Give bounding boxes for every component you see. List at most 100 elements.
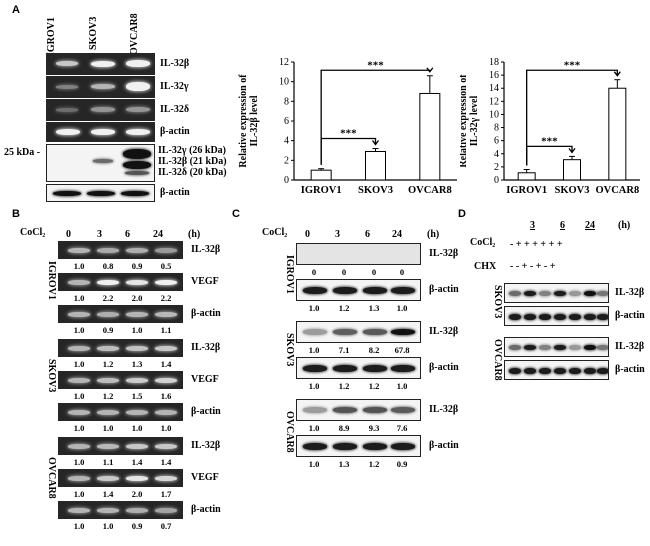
gel-panel-c [296, 243, 421, 265]
cocl2-label: CoCl₂ [262, 227, 288, 238]
gel-panel-b [58, 469, 183, 487]
band [97, 378, 119, 383]
band [509, 368, 521, 374]
x-tick-label: IGROV1 [301, 185, 342, 196]
band [155, 410, 177, 415]
band [68, 476, 90, 481]
y-tick-label: 2 [284, 155, 289, 166]
band [68, 312, 90, 317]
quant-value: 2.2 [102, 293, 114, 303]
gel-label: β-actin [191, 504, 221, 515]
quant-value: 1.0 [73, 457, 85, 467]
gel-label: β-actin [429, 362, 459, 373]
gel-label: β-actin [191, 406, 221, 417]
quant-value: 1.0 [73, 293, 85, 303]
cell-line-label: IGROV1 [46, 261, 57, 300]
band [155, 280, 177, 285]
y-tick-label: 0 [284, 175, 289, 186]
quant-value: 1.0 [308, 423, 320, 433]
band [584, 345, 596, 350]
timepoint: 0 [66, 229, 71, 240]
gel-il32g [46, 76, 155, 98]
x-tick-label: SKOV3 [554, 185, 589, 196]
band [303, 443, 327, 450]
cell-line-label: SKOV3 [492, 285, 503, 319]
gel-label: IL-32β [429, 248, 459, 259]
band [68, 444, 90, 449]
band [155, 378, 177, 383]
band [524, 368, 536, 374]
band [68, 248, 90, 253]
band [524, 345, 536, 350]
quant-value: 1.3 [338, 459, 350, 469]
gel-label: IL-32β [429, 326, 459, 337]
y-axis-label: Relative expression of [460, 74, 469, 168]
band [363, 287, 387, 294]
band [509, 291, 521, 296]
quant-value: 1.2 [338, 303, 350, 313]
band [391, 407, 415, 413]
quant-value: 1.4 [160, 359, 172, 369]
quant-value: 1.0 [73, 325, 85, 335]
western-il32 [46, 144, 155, 182]
band [303, 365, 327, 372]
band [303, 287, 327, 294]
quant-value: 1.0 [73, 261, 85, 271]
y-tick-label: 2 [494, 162, 499, 173]
band [539, 368, 551, 374]
unit-label: (h) [188, 229, 201, 240]
gel-panel-b [58, 273, 183, 291]
quant-value: 1.2 [338, 381, 350, 391]
band [68, 346, 90, 351]
band [155, 476, 177, 481]
cell-line-label: OVCAR8 [46, 457, 57, 499]
significance-label: *** [564, 59, 581, 71]
band [97, 444, 119, 449]
quant-value: 1.0 [308, 459, 320, 469]
quant-value: 1.0 [131, 423, 143, 433]
timepoint: 24 [153, 229, 163, 240]
band [554, 345, 566, 350]
band [363, 407, 387, 413]
significance-label: *** [541, 135, 558, 147]
gel-label: IL-32β [615, 287, 645, 298]
x-tick-label: IGROV1 [506, 185, 547, 196]
timepoint: 6 [560, 220, 565, 231]
y-tick-label: 18 [489, 57, 499, 68]
band [597, 291, 608, 296]
band [155, 444, 177, 449]
cell-line-label: IGROV1 [46, 17, 57, 56]
gel-label: β-actin [615, 310, 645, 321]
y-tick-label: 16 [489, 70, 499, 81]
band [126, 378, 148, 383]
band [539, 345, 551, 350]
band [97, 508, 119, 513]
band [569, 314, 581, 320]
gel-panel-c [296, 435, 421, 457]
quant-value: 1.2 [102, 391, 114, 401]
quant-value: 1.0 [308, 303, 320, 313]
quant-value: 1.0 [73, 423, 85, 433]
significance-bracket [526, 69, 618, 166]
quant-value: 7.1 [338, 345, 350, 355]
significance-arrow [568, 148, 576, 154]
cocl2-signs: - + + + + + + [510, 239, 563, 250]
gel-panel-b [58, 437, 183, 455]
band [333, 443, 357, 450]
western-label: IL-32β (21 kDa) [158, 156, 227, 167]
gel-il32b [46, 53, 155, 75]
timepoint: 6 [365, 229, 370, 240]
gel-panel-b [58, 403, 183, 421]
gel-label: β-actin [429, 440, 459, 451]
quant-value: 1.4 [160, 457, 172, 467]
band [303, 407, 327, 413]
band [126, 346, 148, 351]
cocl2-label: CoCl₂ [470, 237, 496, 248]
gel-label: β-actin [191, 308, 221, 319]
gel-label: IL-32β [429, 404, 459, 415]
band [333, 407, 357, 413]
y-tick-label: 0 [494, 175, 499, 186]
gel-panel-b [58, 371, 183, 389]
timepoint: 24 [585, 220, 595, 231]
quant-value: 7.6 [396, 423, 408, 433]
